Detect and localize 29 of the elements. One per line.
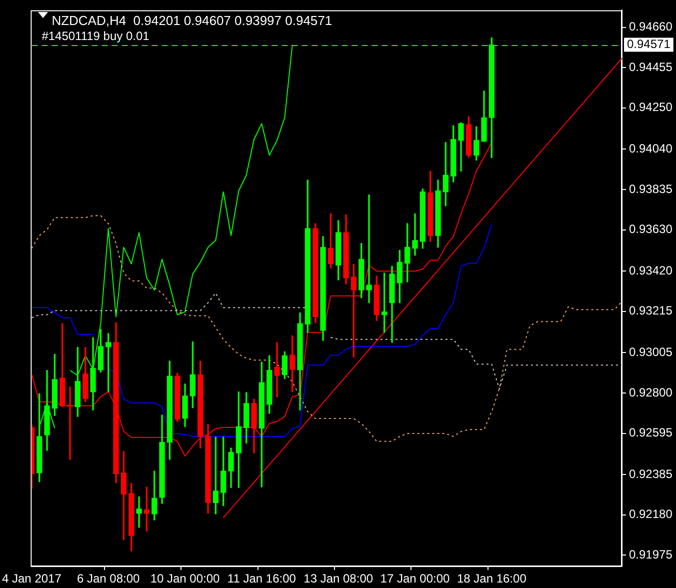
y-tick-label: 0.94250 xyxy=(629,100,673,114)
text: 0.94571 xyxy=(627,37,671,52)
x-tick-label: 10 Jan 00:00 xyxy=(150,572,220,586)
candlestick xyxy=(366,194,372,304)
ref-line-label: #14501119 buy 0.01 xyxy=(42,28,150,43)
y-tick-label: 0.94455 xyxy=(629,60,673,74)
x-tick-label: 17 Jan 00:00 xyxy=(380,572,450,586)
line-series xyxy=(31,215,622,442)
y-tick-label: 0.93215 xyxy=(629,304,673,318)
y-tick-label: 0.92180 xyxy=(629,507,673,522)
chart-title: NZDCAD,H4 0.94201 0.94607 0.93997 0.94571 xyxy=(52,12,332,28)
y-tick-label: 0.94660 xyxy=(629,20,673,34)
candlestick xyxy=(412,213,418,256)
y-tick-label: 0.92595 xyxy=(629,426,673,440)
y-tick-label: 0.93835 xyxy=(629,182,673,196)
x-tick-label: 13 Jan 08:00 xyxy=(304,572,374,586)
x-tick-label: 6 Jan 08:00 xyxy=(76,572,140,586)
y-tick-label: 0.94040 xyxy=(629,142,673,156)
y-tick-label: 0.93420 xyxy=(629,263,673,278)
y-tick-label: 0.91975 xyxy=(629,548,673,562)
candlestick xyxy=(274,342,280,398)
x-tick-label: 11 Jan 16:00 xyxy=(227,572,296,586)
y-tick-label: 0.93005 xyxy=(629,344,673,359)
y-tick-label: 0.92385 xyxy=(629,466,673,481)
x-tick-label: 4 Jan 2017 xyxy=(2,572,62,586)
y-tick-label: 0.93630 xyxy=(629,222,673,236)
candlestick xyxy=(136,496,142,528)
x-tick-label: 18 Jan 16:00 xyxy=(456,572,527,586)
y-tick-label: 0.92800 xyxy=(629,385,673,400)
